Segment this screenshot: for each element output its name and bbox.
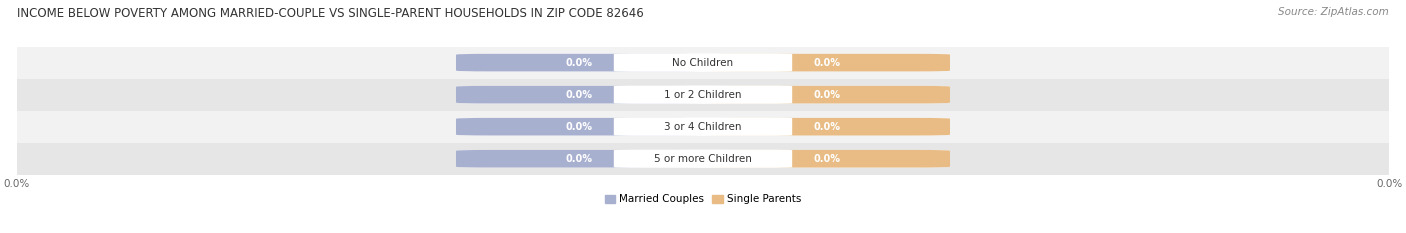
Text: 0.0%: 0.0% (813, 58, 839, 68)
FancyBboxPatch shape (456, 54, 703, 72)
FancyBboxPatch shape (703, 54, 950, 72)
FancyBboxPatch shape (614, 86, 792, 104)
Text: 3 or 4 Children: 3 or 4 Children (664, 122, 742, 132)
Text: 0.0%: 0.0% (813, 154, 839, 164)
Bar (17, 79, 1389, 111)
FancyBboxPatch shape (456, 86, 950, 103)
Bar (17, 143, 1389, 175)
FancyBboxPatch shape (614, 118, 792, 136)
FancyBboxPatch shape (703, 150, 950, 168)
Text: 0.0%: 0.0% (567, 90, 593, 100)
FancyBboxPatch shape (456, 54, 950, 72)
Bar (17, 111, 1389, 143)
FancyBboxPatch shape (456, 86, 703, 103)
Text: 5 or more Children: 5 or more Children (654, 154, 752, 164)
Bar (17, 47, 1389, 79)
Text: 0.0%: 0.0% (813, 122, 839, 132)
Text: INCOME BELOW POVERTY AMONG MARRIED-COUPLE VS SINGLE-PARENT HOUSEHOLDS IN ZIP COD: INCOME BELOW POVERTY AMONG MARRIED-COUPL… (17, 7, 644, 20)
Text: Source: ZipAtlas.com: Source: ZipAtlas.com (1278, 7, 1389, 17)
Text: 0.0%: 0.0% (813, 90, 839, 100)
FancyBboxPatch shape (456, 118, 703, 136)
FancyBboxPatch shape (703, 118, 950, 136)
FancyBboxPatch shape (456, 150, 703, 168)
FancyBboxPatch shape (703, 86, 950, 103)
FancyBboxPatch shape (456, 150, 950, 168)
FancyBboxPatch shape (614, 54, 792, 72)
Text: No Children: No Children (672, 58, 734, 68)
Text: 1 or 2 Children: 1 or 2 Children (664, 90, 742, 100)
FancyBboxPatch shape (614, 150, 792, 168)
Text: 0.0%: 0.0% (567, 122, 593, 132)
Legend: Married Couples, Single Parents: Married Couples, Single Parents (600, 190, 806, 209)
Text: 0.0%: 0.0% (567, 154, 593, 164)
FancyBboxPatch shape (456, 118, 950, 136)
Text: 0.0%: 0.0% (567, 58, 593, 68)
